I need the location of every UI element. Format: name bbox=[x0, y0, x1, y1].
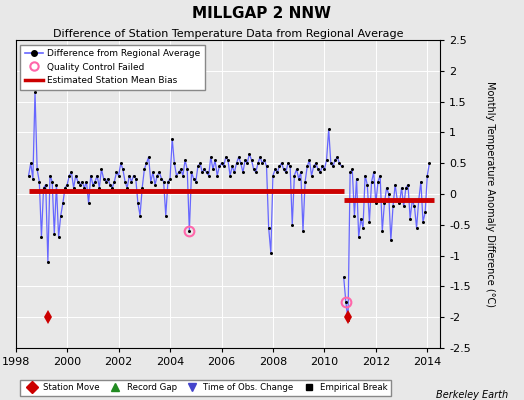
Legend: Station Move, Record Gap, Time of Obs. Change, Empirical Break: Station Move, Record Gap, Time of Obs. C… bbox=[20, 380, 391, 396]
Y-axis label: Monthly Temperature Anomaly Difference (°C): Monthly Temperature Anomaly Difference (… bbox=[485, 81, 495, 307]
Text: Berkeley Earth: Berkeley Earth bbox=[436, 390, 508, 400]
Text: MILLGAP 2 NNW: MILLGAP 2 NNW bbox=[192, 6, 332, 21]
Title: Difference of Station Temperature Data from Regional Average: Difference of Station Temperature Data f… bbox=[53, 29, 403, 39]
Legend: Difference from Regional Average, Quality Control Failed, Estimated Station Mean: Difference from Regional Average, Qualit… bbox=[20, 44, 205, 90]
